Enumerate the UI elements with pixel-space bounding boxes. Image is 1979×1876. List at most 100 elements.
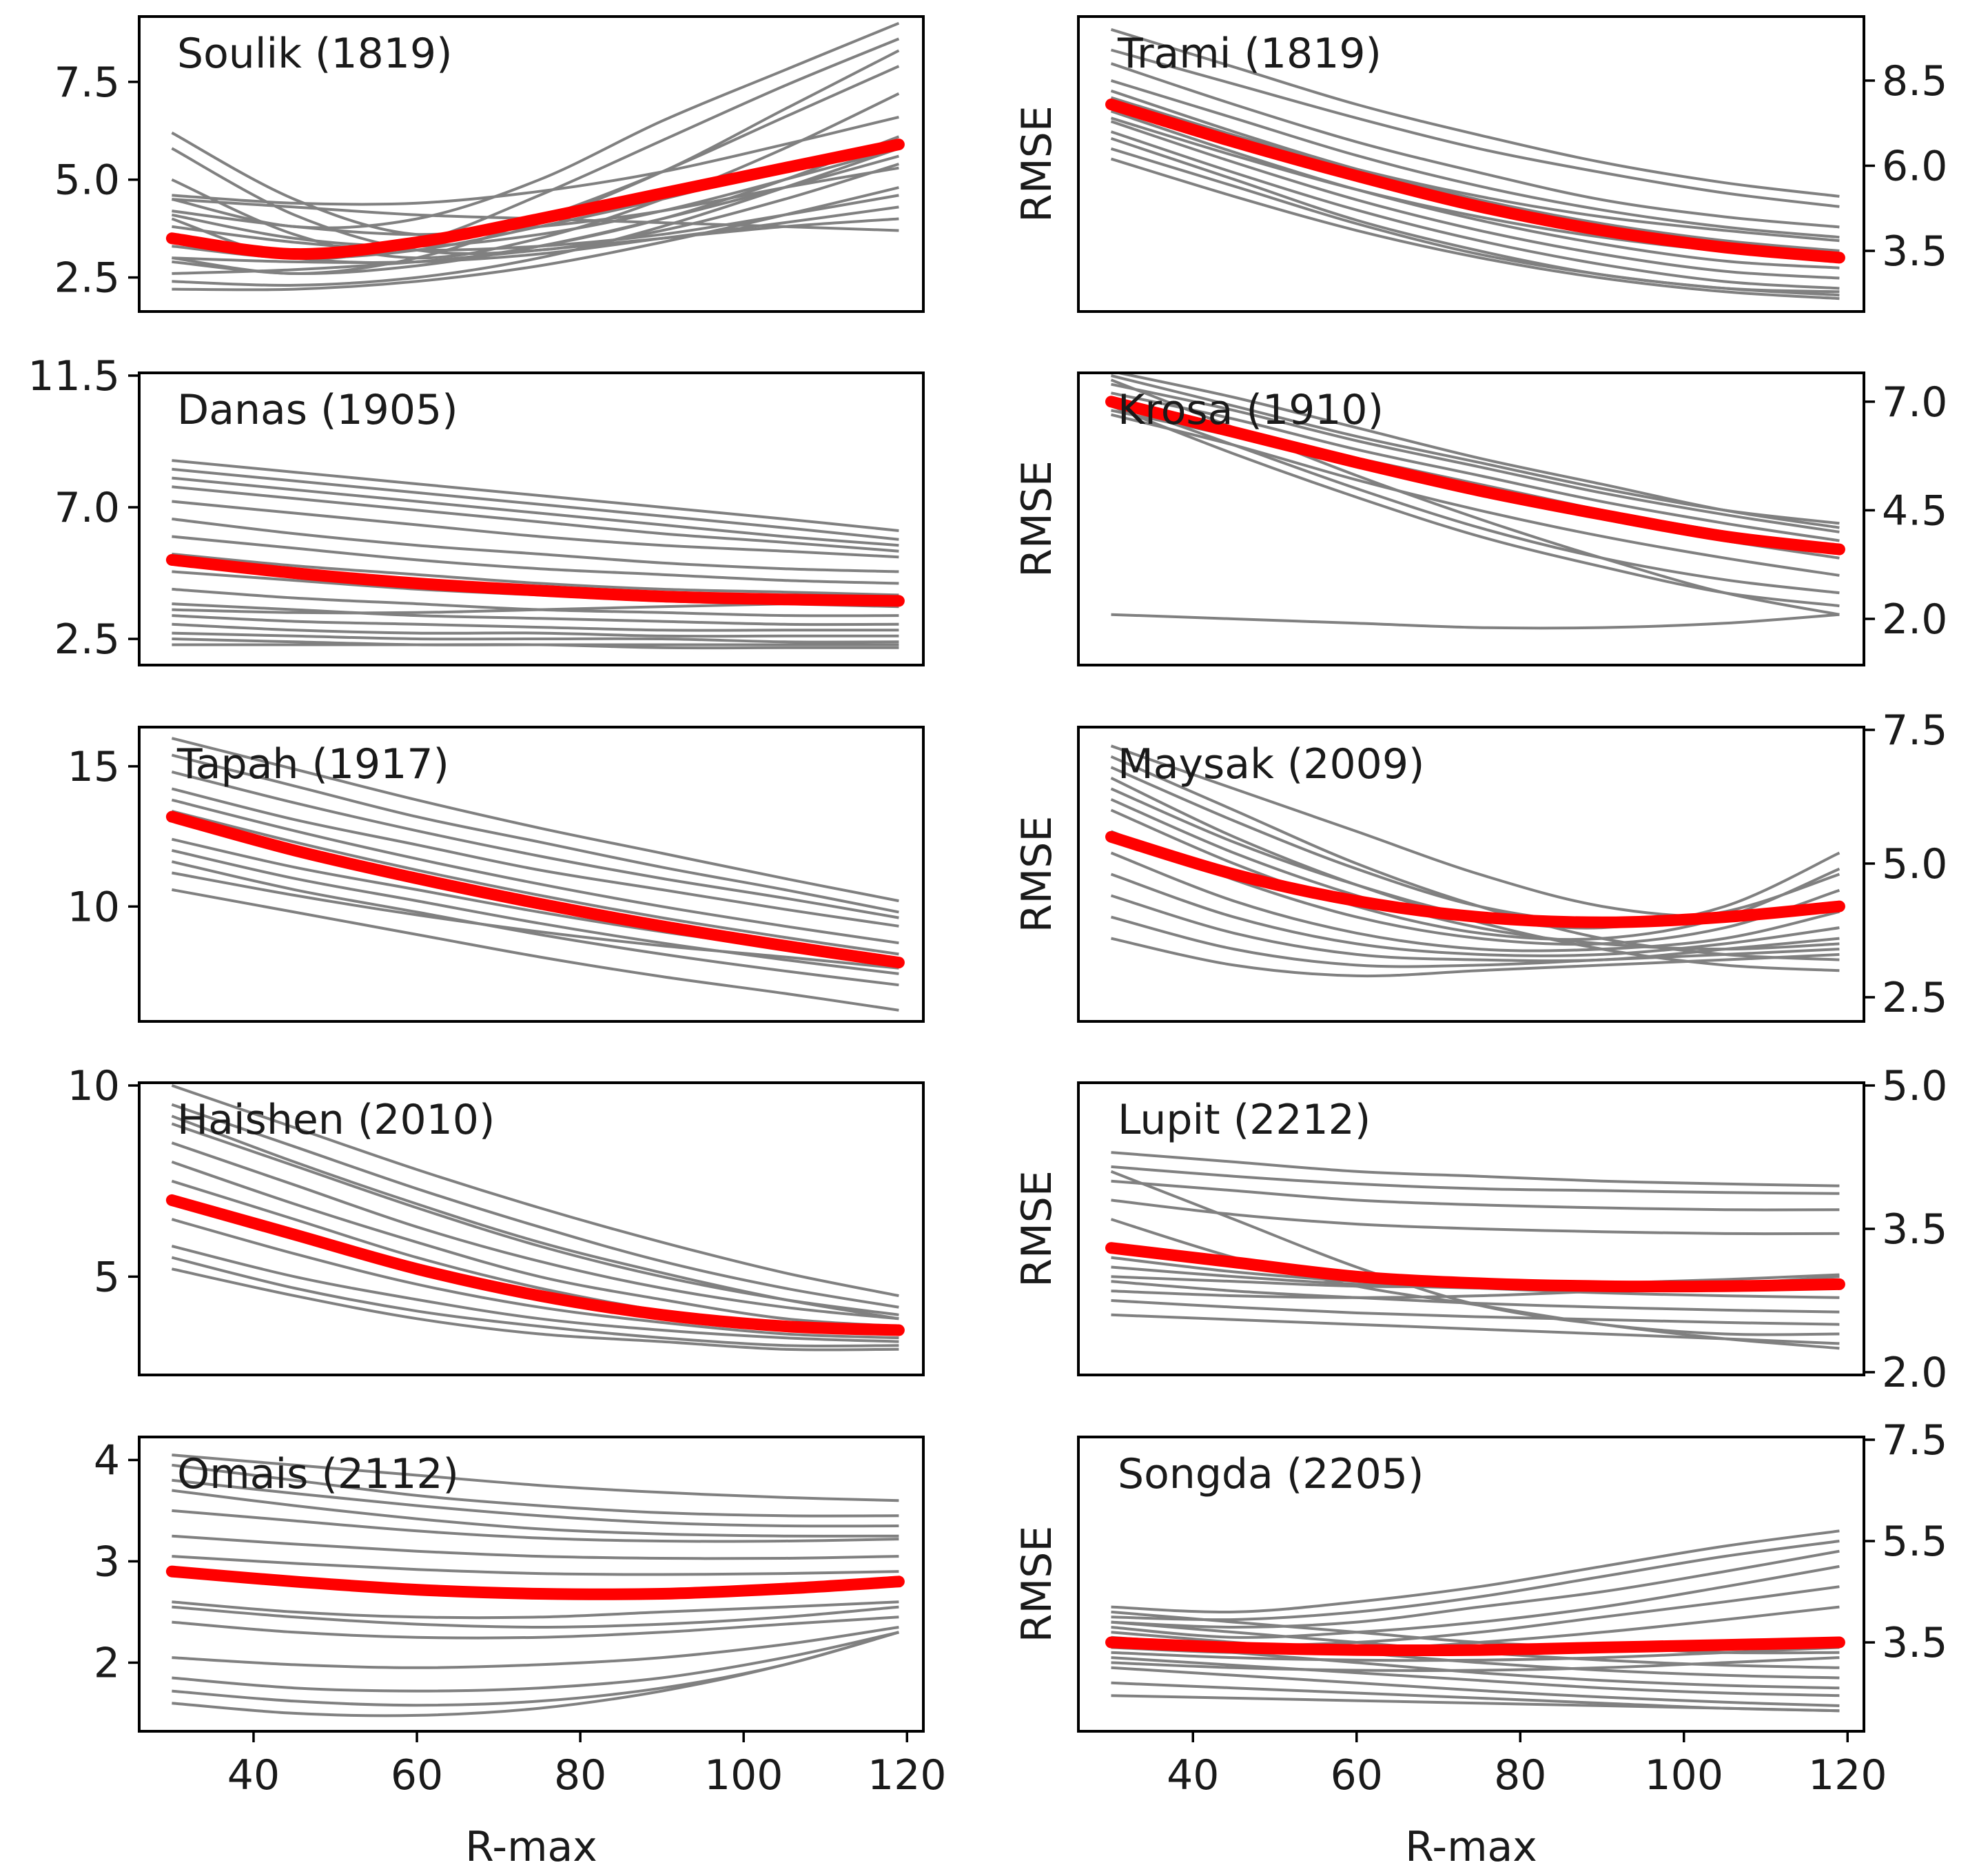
- member-line: [172, 1626, 899, 1669]
- member-line: [1110, 873, 1840, 957]
- x-tick-label: 100: [1644, 1751, 1723, 1799]
- member-line: [172, 459, 899, 532]
- y-tick-label: 5.0: [54, 156, 120, 205]
- y-tick-label: 5.5: [1882, 1518, 1947, 1566]
- member-line: [1111, 1666, 1840, 1707]
- mean-line: [1105, 1636, 1845, 1657]
- y-axis-label: RMSE: [1013, 1526, 1061, 1642]
- member-line: [1111, 1540, 1840, 1622]
- x-tick-label: 80: [1494, 1751, 1546, 1799]
- x-tick-label: 100: [704, 1751, 783, 1799]
- y-axis-label: RMSE: [1013, 460, 1061, 577]
- plot-area: [1105, 744, 1845, 978]
- y-tick-label: 7.5: [1882, 706, 1947, 755]
- member-line: [1111, 1656, 1840, 1697]
- y-tick-label: 3.5: [1882, 227, 1947, 276]
- y-tick-label: 10: [68, 1062, 120, 1110]
- y-tick-label: 3.5: [1882, 1619, 1947, 1667]
- panel-frame: [1077, 15, 1865, 313]
- member-line: [172, 1509, 899, 1543]
- y-tick-label: 8.5: [1882, 57, 1947, 105]
- y-tick-label: 6.0: [1882, 142, 1947, 190]
- panel-trami: Trami (1819) 3.5 6.0 8.5 RMSE: [1013, 15, 1947, 313]
- member-line: [1111, 391, 1840, 542]
- panel-title: Lupit (2212): [1118, 1096, 1371, 1144]
- member-line: [172, 1600, 899, 1620]
- member-line: [1110, 400, 1840, 595]
- y-tick-label: 5.0: [1882, 1062, 1947, 1110]
- panel-title: Trami (1819): [1117, 30, 1382, 78]
- plot-area: [165, 1084, 905, 1352]
- member-line: [171, 787, 899, 928]
- member-line: [1111, 1280, 1840, 1314]
- member-line: [172, 888, 899, 1012]
- member-line: [171, 737, 899, 903]
- panel-frame: [138, 726, 925, 1023]
- member-line: [171, 810, 899, 956]
- member-line: [171, 798, 899, 945]
- member-line: [1111, 1564, 1840, 1639]
- member-line: [172, 1489, 899, 1538]
- mean-line: [165, 139, 905, 261]
- mean-line: [165, 1565, 905, 1600]
- y-axis-label: RMSE: [1013, 816, 1061, 932]
- member-line: [1111, 1549, 1840, 1629]
- x-tick-label: 60: [391, 1751, 443, 1799]
- panel-frame: [138, 15, 925, 313]
- member-line: [1110, 96, 1840, 243]
- x-tick-label: 40: [227, 1751, 280, 1799]
- panel-frame: [138, 1436, 925, 1733]
- mean-line: [1105, 830, 1845, 928]
- mean-line: [1105, 396, 1845, 555]
- member-line: [172, 1631, 899, 1693]
- member-line: [1110, 147, 1840, 294]
- member-line: [172, 1555, 899, 1576]
- panel-frame: [138, 371, 925, 666]
- panel-maysak: Maysak (2009) 2.5 5.0 7.5 RMSE: [1013, 706, 1947, 1023]
- y-tick-label: 5: [94, 1253, 120, 1301]
- plot-area: [1105, 373, 1845, 630]
- mean-line: [165, 553, 905, 607]
- y-tick-label: 3.5: [1882, 1205, 1947, 1254]
- panel-frame: [138, 1081, 925, 1376]
- panel-tapah: Tapah (1917) 10 15: [68, 726, 925, 1023]
- plot-area: [165, 459, 905, 650]
- member-line: [172, 500, 899, 559]
- member-line: [1110, 755, 1840, 961]
- y-tick-label: 7.0: [54, 484, 120, 532]
- member-line: [1110, 1170, 1840, 1336]
- member-line: [172, 535, 899, 585]
- member-line: [1111, 1313, 1840, 1345]
- panel-lupit: Lupit (2212) 2.0 3.5 5.0 RMSE: [1013, 1062, 1947, 1397]
- y-tick-label: 4.5: [1882, 487, 1947, 535]
- plot-area: [1105, 28, 1845, 300]
- panel-title: Tapah (1917): [176, 740, 449, 788]
- member-line: [1111, 613, 1840, 630]
- member-line: [172, 1605, 899, 1629]
- member-line: [172, 467, 899, 541]
- member-line: [1110, 157, 1840, 300]
- member-line: [1111, 1299, 1840, 1326]
- member-line: [1111, 1151, 1840, 1187]
- member-line: [171, 1141, 899, 1321]
- member-line: [1110, 405, 1840, 608]
- member-line: [172, 1478, 899, 1528]
- member-line: [172, 154, 899, 276]
- member-line: [172, 1615, 899, 1640]
- member-line: [1111, 937, 1840, 978]
- panel-title: Danas (1905): [177, 386, 458, 434]
- panel-title: Omais (2112): [177, 1450, 459, 1498]
- panel-title: Maysak (2009): [1118, 740, 1424, 788]
- y-tick-label: 4: [94, 1436, 120, 1485]
- x-tick-label: 120: [868, 1751, 947, 1799]
- panel-frame: [1077, 1436, 1865, 1733]
- member-line: [172, 147, 899, 248]
- mean-line: [165, 810, 905, 969]
- member-line: [1110, 798, 1840, 951]
- member-line: [172, 518, 899, 573]
- y-tick-label: 2: [94, 1639, 120, 1687]
- y-tick-label: 2.0: [1882, 1349, 1947, 1397]
- plot-area: [165, 737, 905, 1012]
- x-tick-label: 60: [1331, 1751, 1383, 1799]
- y-tick-label: 7.0: [1882, 378, 1947, 427]
